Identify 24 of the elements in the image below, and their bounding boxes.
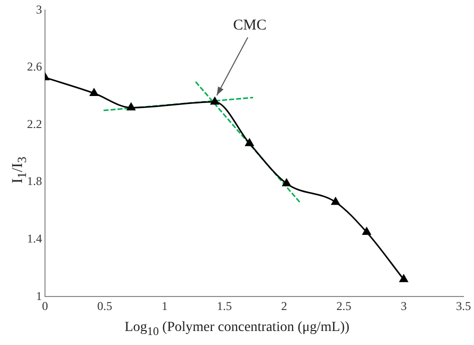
x-tick-label: 3.5 (456, 298, 471, 313)
y-tick-label: 2.6 (27, 60, 42, 74)
point (331, 197, 340, 205)
x-tick-label: 1 (162, 298, 168, 313)
point (210, 97, 220, 105)
x-tick-label: 1.5 (216, 298, 232, 313)
point (90, 88, 98, 96)
x-tick-label: 2 (281, 298, 288, 313)
x-axis-title: Log$_{10}$ (Polymer concentration (μg/mL)) (124, 320, 350, 338)
y-tick-label: 3 (36, 2, 42, 16)
y-tick-label: 1.8 (27, 174, 42, 188)
annotation: CMC (233, 17, 266, 34)
y-tick-label: 1 (36, 288, 42, 303)
x-tick-label: 2.5 (336, 298, 352, 313)
y-tick-label: 2.2 (27, 116, 42, 131)
point (362, 227, 371, 235)
point (400, 274, 408, 282)
x-tick-label: 0 (42, 298, 48, 313)
point (126, 102, 136, 110)
x-tick-label: 0.5 (97, 298, 112, 313)
point (245, 138, 254, 146)
y-tick-label: 1.4 (27, 231, 42, 246)
x-tick-label: 3 (400, 298, 407, 313)
point (282, 178, 291, 186)
